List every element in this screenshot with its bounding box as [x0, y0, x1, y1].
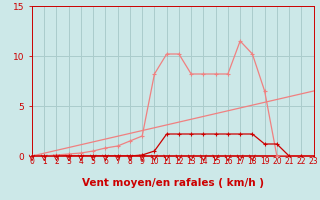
X-axis label: Vent moyen/en rafales ( km/h ): Vent moyen/en rafales ( km/h ) [82, 178, 264, 188]
